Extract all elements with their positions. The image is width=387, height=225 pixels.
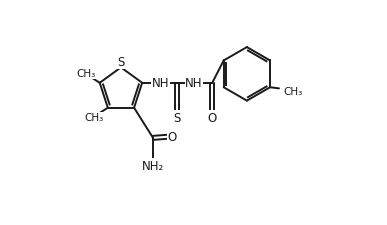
Text: CH₃: CH₃ [77,69,96,79]
Text: S: S [117,56,125,69]
Text: O: O [168,131,176,144]
Text: S: S [173,111,181,124]
Text: NH₂: NH₂ [142,159,164,172]
Text: CH₃: CH₃ [283,86,302,96]
Text: CH₃: CH₃ [85,113,104,123]
Text: NH: NH [152,77,169,90]
Text: O: O [208,111,217,124]
Text: NH: NH [185,77,203,90]
